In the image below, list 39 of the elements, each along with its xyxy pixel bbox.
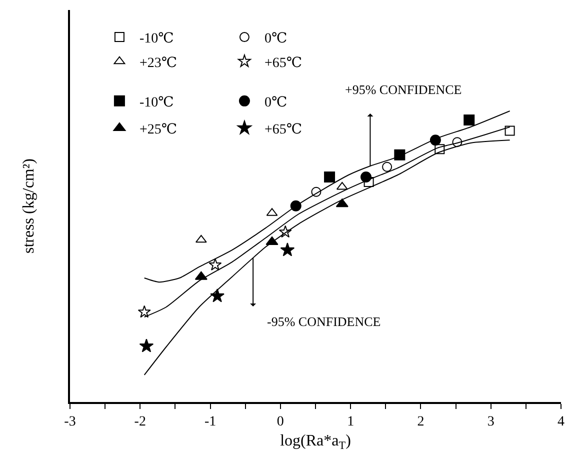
x-tick-label: -1 <box>204 414 216 430</box>
x-tick-label: 1 <box>347 414 354 430</box>
point <box>394 149 406 160</box>
x-tick-label: -2 <box>134 414 146 430</box>
legend-label: 0℃ <box>264 95 288 110</box>
point <box>324 172 336 183</box>
point <box>195 234 207 243</box>
annotation: -95% CONFIDENCE <box>267 314 381 329</box>
point <box>430 134 441 146</box>
point <box>311 186 322 197</box>
point <box>280 242 295 256</box>
point <box>382 162 392 172</box>
legend-label: +65℃ <box>264 56 302 71</box>
y-axis-title: stress (kg/cm²) <box>20 158 38 254</box>
point <box>434 144 445 154</box>
point <box>504 126 515 136</box>
legend-label: +25℃ <box>139 122 178 138</box>
x-tick-label: 0 <box>276 414 284 430</box>
point <box>278 225 292 238</box>
legend-label: +65℃ <box>264 122 302 138</box>
point <box>210 288 224 302</box>
point <box>452 137 462 148</box>
legend-label: -10℃ <box>139 95 174 110</box>
point <box>208 258 222 271</box>
point <box>336 182 348 190</box>
point <box>138 305 151 318</box>
x-tick-label: 3 <box>487 414 494 430</box>
legend-label: -10℃ <box>139 32 174 46</box>
x-tick-label: -3 <box>64 414 76 430</box>
annotation: +95% CONFIDENCE <box>345 82 462 97</box>
x-tick-label: 4 <box>558 414 564 430</box>
legend-label: +23℃ <box>139 56 178 71</box>
point <box>290 200 302 212</box>
point <box>464 114 475 126</box>
legend-label: 0℃ <box>264 32 288 46</box>
x-tick-label: 2 <box>417 414 424 430</box>
point <box>139 338 154 352</box>
point <box>360 172 372 183</box>
x-axis-title: log(Ra*a$_{T}$) <box>280 432 351 452</box>
